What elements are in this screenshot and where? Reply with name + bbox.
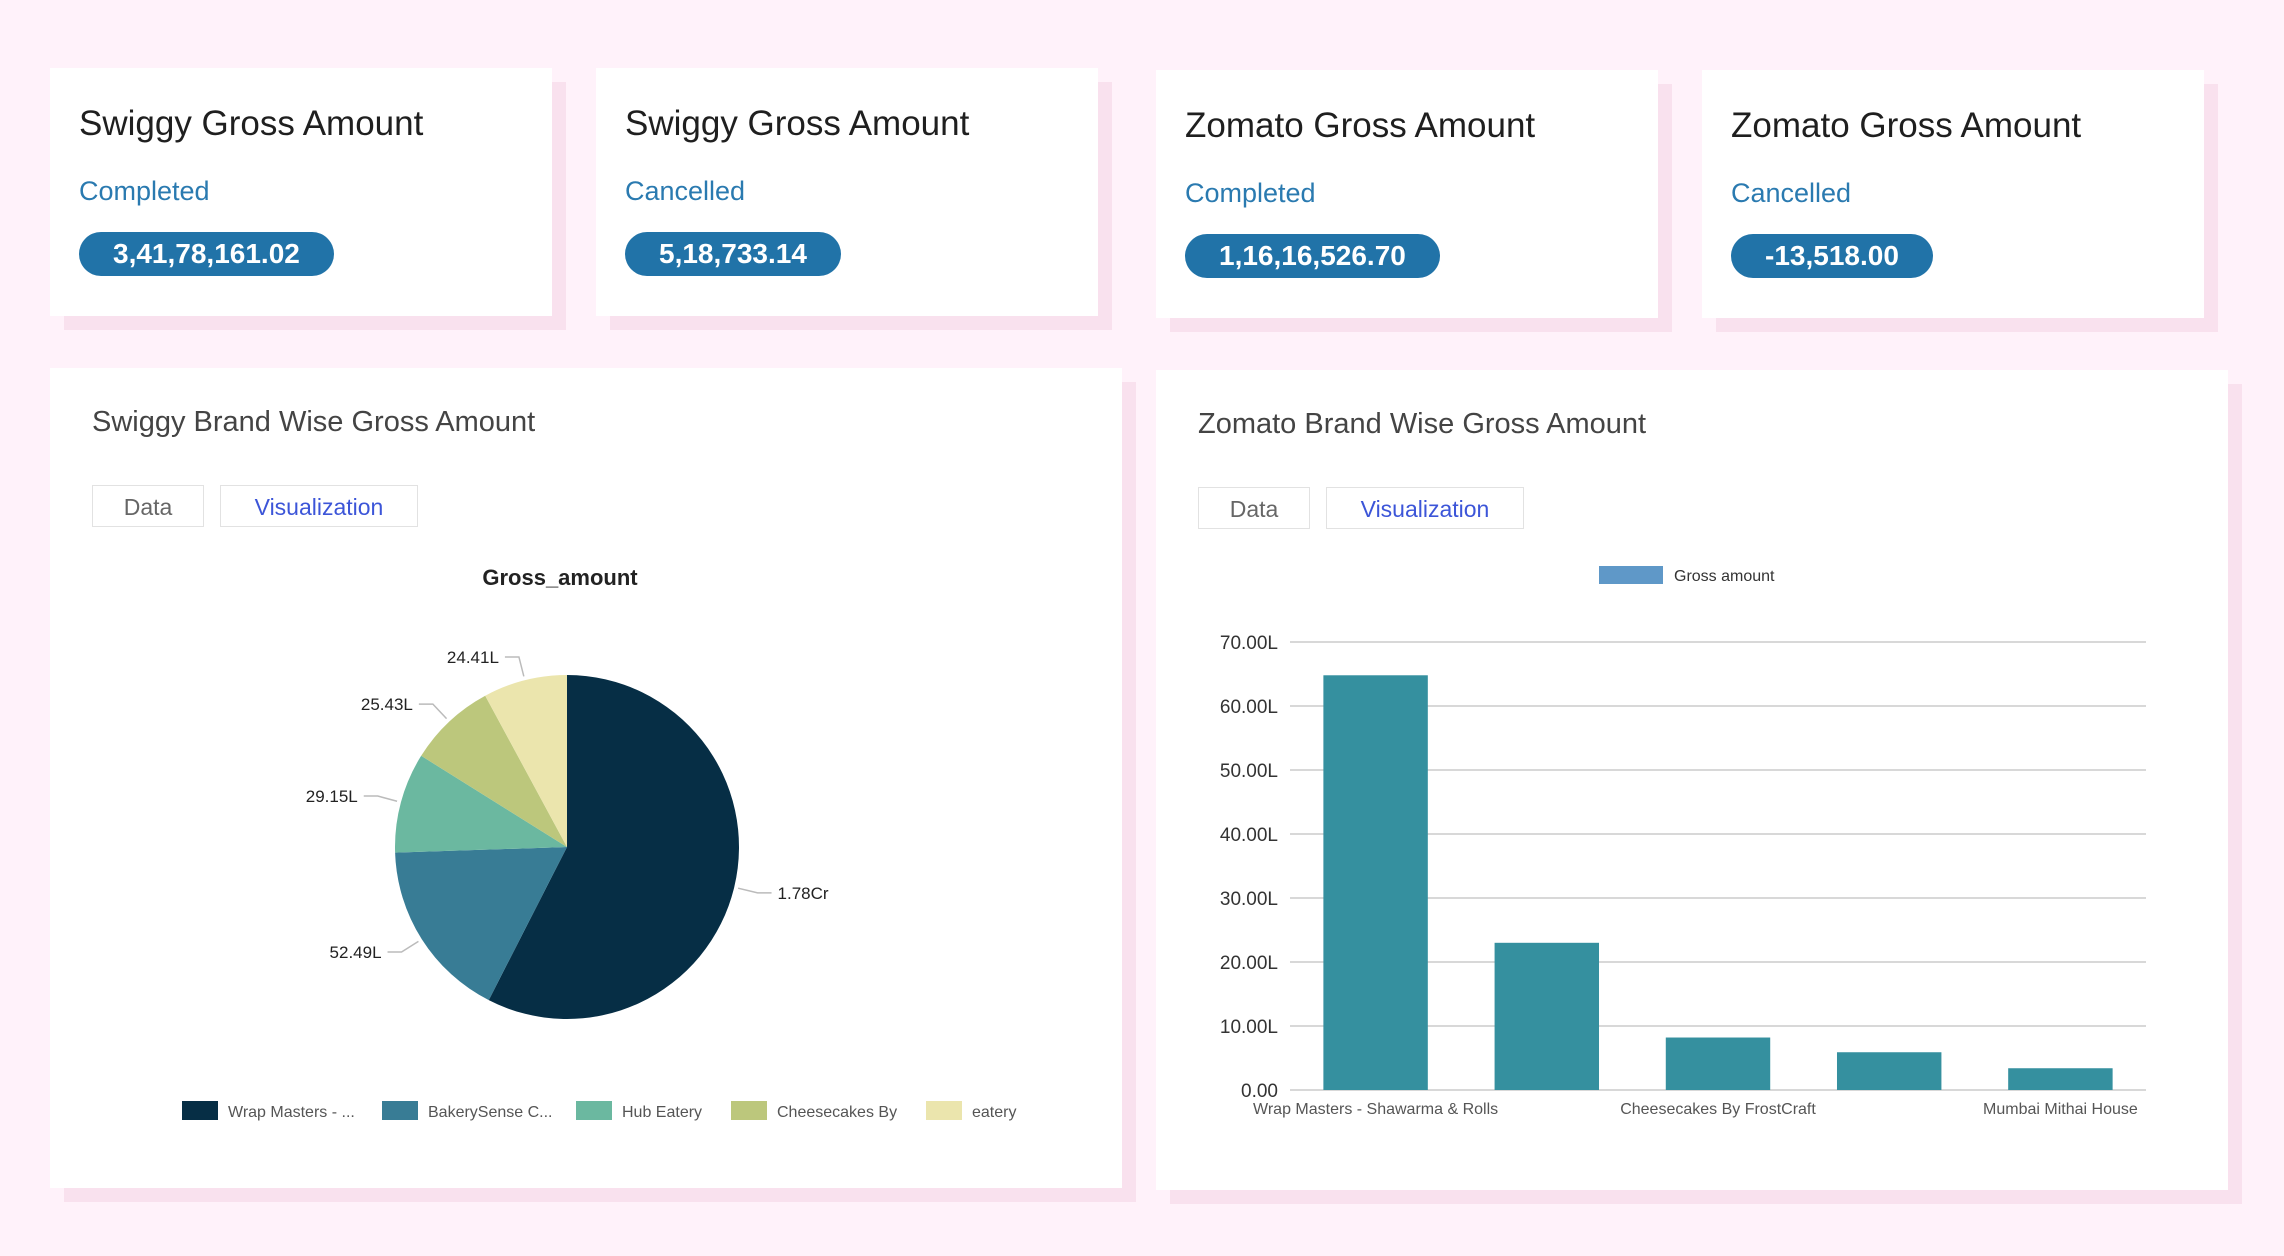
bar <box>1494 942 1600 1090</box>
y-tick-label: 10.00L <box>1220 1017 1278 1038</box>
legend-swatch <box>382 1101 418 1120</box>
kpi-title: Zomato Gross Amount <box>1185 106 1536 145</box>
pie-slice <box>488 675 739 1020</box>
bar <box>1665 1037 1771 1090</box>
kpi-title: Swiggy Gross Amount <box>79 104 424 143</box>
y-tick-label: 0.00 <box>1241 1081 1278 1102</box>
panel-title: Zomato Brand Wise Gross Amount <box>1198 408 1647 440</box>
bar <box>2008 1068 2113 1090</box>
kpi-title: Swiggy Gross Amount <box>625 104 970 143</box>
bar-chart: Gross amount 0.00 10.00L 20.00L 30.00L 40.00L… <box>1220 566 2146 1118</box>
pie-chart: Gross_amount 1.78Cr 52.49L 29.15L 25.43L 24.4… <box>182 565 1016 1121</box>
kpi-title: Zomato Gross Amount <box>1731 106 2082 145</box>
kpi-card-zomato-completed: Zomato Gross Amount Completed 1,16,16,52… <box>1156 70 1658 318</box>
pie-slice <box>395 755 567 853</box>
pie-leader-line <box>363 795 398 802</box>
kpi-value-badge: 1,16,16,526.70 <box>1185 234 1440 278</box>
legend-label: Wrap Masters - ... <box>228 1104 355 1121</box>
legend-swatch <box>576 1101 612 1120</box>
y-tick-label: 30.00L <box>1220 889 1278 910</box>
kpi-status: Cancelled <box>1731 178 1852 208</box>
pie-data-label: 25.43L <box>361 695 413 714</box>
legend-swatch <box>182 1101 218 1120</box>
pie-data-label: 29.15L <box>306 787 358 806</box>
x-tick-label: Mumbai Mithai House <box>1983 1101 2138 1118</box>
y-tick-label: 40.00L <box>1220 825 1278 846</box>
kpi-status: Completed <box>1185 178 1316 208</box>
kpi-card-zomato-cancelled: Zomato Gross Amount Cancelled -13,518.00 <box>1702 70 2204 318</box>
tab-visualization[interactable]: Visualization <box>1326 487 1524 529</box>
y-tick-label: 70.00L <box>1220 633 1278 654</box>
pie-slice <box>485 675 567 847</box>
legend-label: Gross amount <box>1674 568 1775 585</box>
y-tick-label: 20.00L <box>1220 953 1278 974</box>
bar <box>1836 1052 1942 1090</box>
tab-data[interactable]: Data <box>92 485 204 527</box>
legend-label: Cheesecakes By <box>777 1104 897 1121</box>
pie-leader-line <box>387 940 419 953</box>
kpi-value-badge: 5,18,733.14 <box>625 232 841 276</box>
legend-label: Hub Eatery <box>622 1104 702 1121</box>
y-tick-label: 60.00L <box>1220 697 1278 718</box>
pie-title: Gross_amount <box>482 565 638 590</box>
legend-swatch <box>731 1101 767 1120</box>
kpi-value-badge: -13,518.00 <box>1731 234 1933 278</box>
pie-leader-line <box>737 887 772 894</box>
zomato-chart-panel: Zomato Brand Wise Gross Amount Data Visu… <box>1156 370 2228 1190</box>
pie-data-label: 1.78Cr <box>778 884 829 903</box>
tab-data[interactable]: Data <box>1198 487 1310 529</box>
y-tick-label: 50.00L <box>1220 761 1278 782</box>
pie-leader-line <box>504 656 525 677</box>
legend-swatch <box>1599 566 1663 584</box>
pie-data-label: 52.49L <box>330 943 382 962</box>
swiggy-chart-panel: Swiggy Brand Wise Gross Amount Data Visu… <box>50 368 1122 1188</box>
legend-swatch <box>926 1101 962 1120</box>
x-tick-label: Wrap Masters - Shawarma & Rolls <box>1253 1101 1498 1118</box>
pie-slice <box>421 695 567 847</box>
kpi-card-swiggy-cancelled: Swiggy Gross Amount Cancelled 5,18,733.1… <box>596 68 1098 316</box>
kpi-value-badge: 3,41,78,161.02 <box>79 232 334 276</box>
panel-title: Swiggy Brand Wise Gross Amount <box>92 406 536 438</box>
legend-label: eatery <box>972 1104 1016 1121</box>
pie-leader-line <box>418 703 448 720</box>
kpi-status: Cancelled <box>625 176 746 206</box>
x-tick-label: Cheesecakes By FrostCraft <box>1620 1101 1816 1118</box>
kpi-status: Completed <box>79 176 210 206</box>
pie-data-label: 24.41L <box>447 648 499 667</box>
tab-visualization[interactable]: Visualization <box>220 485 418 527</box>
bar <box>1323 675 1428 1090</box>
pie-slice <box>395 847 567 1001</box>
kpi-card-swiggy-completed: Swiggy Gross Amount Completed 3,41,78,16… <box>50 68 552 316</box>
legend-label: BakerySense C... <box>428 1104 553 1121</box>
